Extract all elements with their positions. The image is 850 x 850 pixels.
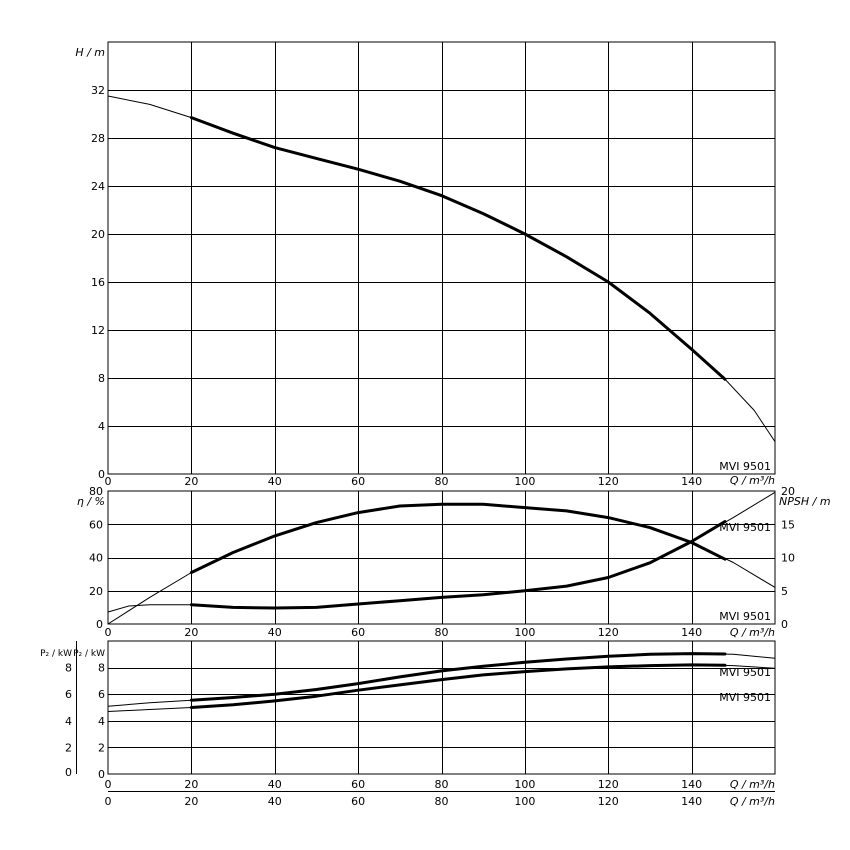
power-outer-x-tick-label: 40 — [268, 795, 282, 808]
eta-y-tick-label: 20 — [89, 585, 103, 598]
power-outer-x-tick-label: 0 — [105, 795, 112, 808]
eta-x-tick-label: 20 — [184, 626, 198, 639]
power-x-tick-label: 0 — [105, 778, 112, 791]
eta-x-tick-label: 40 — [268, 626, 282, 639]
power-y-tick-label: 6 — [98, 688, 105, 701]
power-x-tick-label: 40 — [268, 778, 282, 791]
power-x-tick-label: 140 — [681, 778, 702, 791]
head-curve-operating — [189, 116, 727, 381]
eta-x-tick-label: 0 — [105, 626, 112, 639]
eta-x-tick-label: 80 — [435, 626, 449, 639]
curve-p2_lower_operating — [189, 663, 727, 709]
power-outer-y-tick-label: 4 — [65, 715, 72, 728]
power-x-axis-label: Q / m³/h — [730, 778, 775, 791]
power-outer-x-tick-label: 80 — [435, 795, 449, 808]
power-y-tick-label: 0 — [98, 768, 105, 781]
power-outer-y-tick-label: 2 — [65, 741, 72, 754]
eta-x-tick-label: 140 — [681, 626, 702, 639]
head-y-tick-label: 32 — [91, 84, 105, 97]
power-outer-x-tick-label: 140 — [681, 795, 702, 808]
head-y-tick-label: 4 — [98, 420, 105, 433]
power-outer-y-tick-label: 6 — [65, 688, 72, 701]
head-x-tick-label: 60 — [351, 475, 365, 488]
head-model-label: MVI 9501 — [719, 460, 771, 473]
head-x-tick-label: 40 — [268, 475, 282, 488]
eta-x-axis-label: Q / m³/h — [730, 626, 775, 639]
head-y-tick-label: 12 — [91, 324, 105, 337]
eta-x-tick-label: 60 — [351, 626, 365, 639]
power-outer-y-axis-label: P₂ / kW — [40, 649, 72, 659]
eta-x-tick-label: 100 — [514, 626, 535, 639]
eta-model-label: MVI 9501 — [719, 521, 771, 534]
curve-npsh_operating — [189, 520, 727, 610]
curve-npsh_extended — [107, 491, 776, 613]
curve-p2_upper_operating — [189, 652, 727, 702]
head-x-tick-label: 140 — [681, 475, 702, 488]
power-lower-model-label: MVI 9501 — [719, 691, 771, 704]
power-x-tick-label: 80 — [435, 778, 449, 791]
head-y-tick-label: 16 — [91, 276, 105, 289]
power-y-tick-label: 4 — [98, 715, 105, 728]
head-curve-extended — [107, 95, 776, 443]
head-y-tick-label: 0 — [98, 468, 105, 481]
power-y-axis-label: P₂ / kW — [73, 649, 105, 659]
power-x-tick-label: 120 — [598, 778, 619, 791]
power-y-tick-label: 8 — [98, 662, 105, 675]
npsh-model-label: MVI 9501 — [719, 610, 771, 623]
power-x-tick-label: 100 — [514, 778, 535, 791]
head-y-axis-label: H / m — [75, 46, 105, 59]
power-outer-y-tick-label: 8 — [65, 662, 72, 675]
power-y-tick-label: 2 — [98, 741, 105, 754]
head-x-tick-label: 120 — [598, 475, 619, 488]
eta-x-tick-label: 120 — [598, 626, 619, 639]
power-x-tick-label: 20 — [184, 778, 198, 791]
head-panel-frame — [107, 41, 776, 475]
head-x-tick-label: 100 — [514, 475, 535, 488]
head-y-tick-label: 20 — [91, 228, 105, 241]
power-outer-x-tick-label: 60 — [351, 795, 365, 808]
eta-y-tick-label: 60 — [89, 518, 103, 531]
head-x-tick-label: 20 — [184, 475, 198, 488]
power-outer-y-tick-label: 0 — [65, 766, 72, 779]
curve-eta_operating — [189, 502, 727, 574]
head-x-tick-label: 0 — [105, 475, 112, 488]
eta-y-tick-label: 0 — [96, 618, 103, 631]
npsh-y-axis-label: NPSH / m — [779, 495, 831, 508]
power-x-tick-label: 60 — [351, 778, 365, 791]
npsh-y-tick-label: 10 — [781, 552, 795, 565]
power-outer-x-tick-label: 120 — [598, 795, 619, 808]
power-panel-frame — [107, 640, 776, 775]
npsh-y-tick-label: 0 — [781, 618, 788, 631]
head-y-tick-label: 24 — [91, 180, 105, 193]
head-y-tick-label: 28 — [91, 132, 105, 145]
power-upper-model-label: MVI 9501 — [719, 666, 771, 679]
head-x-tick-label: 80 — [435, 475, 449, 488]
eta-panel-frame — [107, 490, 776, 625]
npsh-y-tick-label: 20 — [781, 485, 795, 498]
power-outer-x-axis-label: Q / m³/h — [730, 795, 775, 808]
eta-y-axis-label: η / % — [77, 495, 105, 508]
npsh-y-tick-label: 5 — [781, 585, 788, 598]
eta-y-tick-label: 80 — [89, 485, 103, 498]
npsh-y-tick-label: 15 — [781, 518, 795, 531]
head-x-axis-label: Q / m³/h — [730, 474, 775, 487]
power-outer-x-tick-label: 20 — [184, 795, 198, 808]
eta-y-tick-label: 40 — [89, 552, 103, 565]
head-y-tick-label: 8 — [98, 372, 105, 385]
power-outer-x-tick-label: 100 — [514, 795, 535, 808]
